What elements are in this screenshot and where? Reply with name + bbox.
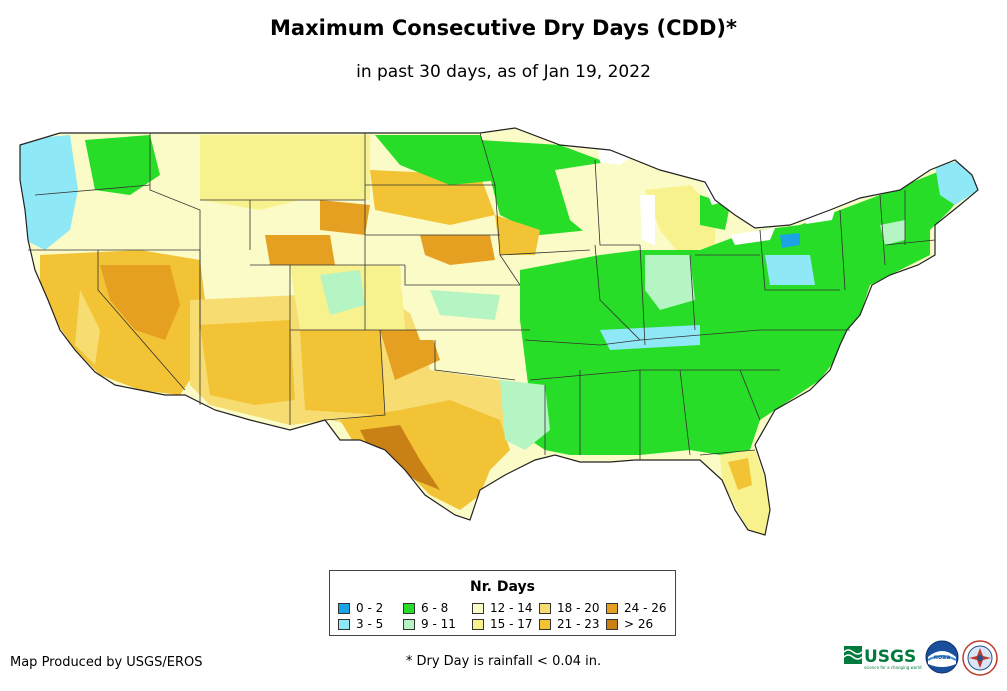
- region-pnw-coast: [20, 135, 78, 250]
- region-pennsylvania-west: [765, 255, 815, 285]
- region-colorado-mountains: [320, 270, 365, 315]
- footnote: * Dry Day is rainfall < 0.04 in.: [405, 654, 602, 669]
- legend-swatch: [606, 603, 618, 614]
- lake-erie: [730, 228, 775, 245]
- region-michigan: [645, 185, 715, 255]
- region-arizona: [200, 320, 295, 405]
- legend: Nr. Days 0 - 2 3 - 5 6 - 8 9 - 11 12 - 1…: [329, 570, 676, 636]
- region-iowa-west: [495, 215, 540, 255]
- region-eastern-us: [520, 165, 970, 455]
- legend-item-21-23: 21 - 23: [539, 617, 600, 631]
- legend-item-15-17: 15 - 17: [472, 617, 533, 631]
- legend-item-3-5: 3 - 5: [338, 617, 383, 631]
- svg-text:noaa: noaa: [934, 654, 951, 661]
- region-indiana: [645, 255, 695, 310]
- region-wyoming: [320, 200, 370, 235]
- legend-swatch: [539, 619, 551, 630]
- state-boundaries: [28, 132, 936, 460]
- legend-title: Nr. Days: [470, 579, 535, 595]
- legend-swatch: [403, 619, 415, 630]
- region-california-coast: [75, 290, 100, 365]
- lake-michigan: [640, 195, 655, 245]
- legend-swatch: [472, 619, 484, 630]
- usgs-wave-icon: [843, 646, 863, 664]
- us-outline: [19, 127, 979, 536]
- region-lake-erie-shore: [780, 233, 800, 248]
- region-panhandle: [380, 330, 440, 380]
- credit-text: Map Produced by USGS/EROS: [10, 655, 203, 670]
- legend-item-24-26: 24 - 26: [606, 601, 667, 615]
- region-new-mexico: [300, 325, 385, 415]
- region-ohio-valley: [600, 325, 700, 350]
- legend-item-over-26: > 26: [606, 617, 653, 631]
- legend-item-6-8: 6 - 8: [403, 601, 448, 615]
- legend-swatch: [539, 603, 551, 614]
- region-west-texas: [360, 425, 440, 490]
- map-subtitle: in past 30 days, as of Jan 19, 2022: [356, 62, 651, 82]
- legend-swatch: [606, 619, 618, 630]
- nws-logo: [962, 640, 998, 676]
- region-east-texas: [500, 380, 550, 450]
- region-vermont: [880, 220, 905, 245]
- legend-swatch: [403, 603, 415, 614]
- legend-item-0-2: 0 - 2: [338, 601, 383, 615]
- region-kansas-east: [430, 290, 500, 320]
- legend-swatch: [338, 619, 350, 630]
- noaa-logo: noaa: [925, 640, 959, 674]
- region-nebraska: [420, 235, 495, 265]
- region-montana: [200, 135, 370, 210]
- region-dakotas-south: [370, 170, 495, 225]
- region-nevada: [100, 265, 180, 340]
- legend-item-12-14: 12 - 14: [472, 601, 533, 615]
- legend-swatch: [338, 603, 350, 614]
- lake-ontario: [805, 210, 835, 224]
- legend-swatch: [472, 603, 484, 614]
- region-north-dakota: [375, 135, 500, 185]
- legend-item-18-20: 18 - 20: [539, 601, 600, 615]
- region-florida-central: [728, 458, 752, 490]
- legend-item-9-11: 9 - 11: [403, 617, 456, 631]
- svg-text:USGS: USGS: [864, 647, 916, 667]
- region-utah-north: [265, 235, 335, 265]
- region-north-idaho: [85, 135, 160, 195]
- map-title: Maximum Consecutive Dry Days (CDD)*: [270, 16, 737, 40]
- svg-text:science for a changing world: science for a changing world: [864, 665, 922, 670]
- usgs-logo: USGS science for a changing world: [843, 646, 922, 670]
